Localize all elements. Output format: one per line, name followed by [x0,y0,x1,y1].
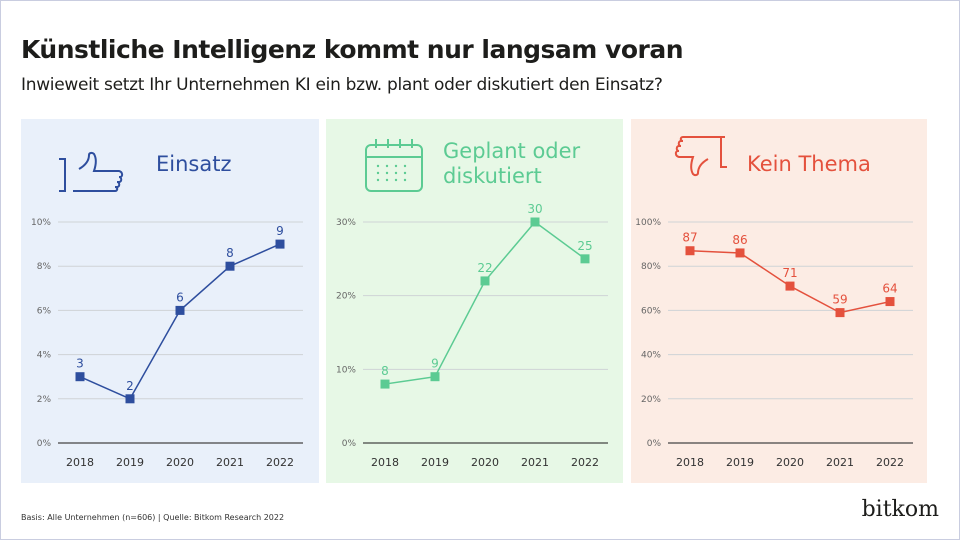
panel-kein-thema: 0% 20% 40% 60% 80% 100% 2018 2019 2020 2021 2022 87… [631,119,927,483]
panel-geplant: 0% 10% 20% 30% 2018 2019 2020 2021 2022 8 9 22 30 25 … [326,119,623,483]
x-tick-label: 2019 [726,456,754,469]
data-point [430,372,440,382]
calendar-icon [365,139,423,192]
data-point [275,239,285,249]
y-tick-label: 40% [641,351,661,361]
x-tick-label: 2022 [876,456,904,469]
series-line [384,220,586,385]
bitkom-logo: bitkom [861,497,939,522]
data-point [685,246,695,256]
x-tick-label: 2021 [521,456,549,469]
data-label: 9 [276,224,284,238]
data-label: 2 [126,379,134,393]
data-label: 25 [577,239,592,253]
data-label: 22 [477,261,492,275]
data-label: 9 [431,357,439,371]
data-label: 3 [76,357,84,371]
data-point [580,254,590,264]
data-label: 87 [682,231,697,245]
y-tick-label: 20% [336,292,356,302]
y-tick-label: 0% [37,439,52,449]
x-tick-label: 2018 [371,456,399,469]
data-point [225,261,235,271]
x-tick-label: 2021 [826,456,854,469]
x-tick-label: 2018 [66,456,94,469]
y-tick-label: 6% [37,306,52,316]
y-tick-label: 2% [37,395,52,405]
data-label: 30 [527,202,542,216]
panel-title: Einsatz [156,152,232,176]
series-line [79,243,281,400]
y-tick-label: 60% [641,306,661,316]
y-tick-label: 0% [647,439,662,449]
data-point [125,394,135,404]
chart-einsatz: 0% 2% 4% 6% 8% 10% 2018 2019 2020 2021 2022 3 2 6 8 9 [31,151,303,469]
x-tick-label: 2020 [166,456,194,469]
x-tick-label: 2022 [571,456,599,469]
x-tick-label: 2019 [116,456,144,469]
data-label: 8 [226,246,234,260]
y-tick-label: 30% [336,218,356,228]
chart-title: Künstliche Intelligenz kommt nur langsam… [21,35,684,64]
y-tick-label: 4% [37,351,52,361]
panel-title: Kein Thema [747,152,871,176]
data-point [530,217,540,227]
data-point [735,248,745,258]
data-point [75,372,85,382]
data-label: 6 [176,290,184,304]
data-point [785,281,795,291]
x-tick-label: 2020 [471,456,499,469]
panel-einsatz: 0% 2% 4% 6% 8% 10% 2018 2019 2020 2021 2022 3 2 6 8 9 E… [21,119,319,483]
data-label: 71 [782,266,797,280]
y-tick-label: 20% [641,395,661,405]
source-note: Basis: Alle Unternehmen (n=606) | Quelle… [21,513,285,522]
y-tick-label: 80% [641,262,661,272]
data-label: 64 [882,282,897,296]
data-point [885,297,895,307]
data-label: 8 [381,364,389,378]
y-tick-label: 10% [31,218,51,228]
data-point [380,379,390,389]
data-point [835,308,845,318]
y-tick-label: 0% [342,439,357,449]
x-tick-label: 2022 [266,456,294,469]
x-tick-label: 2019 [421,456,449,469]
data-point [480,276,490,286]
data-label: 86 [732,233,747,247]
x-tick-label: 2021 [216,456,244,469]
x-tick-label: 2020 [776,456,804,469]
chart-subtitle: Inwieweit setzt Ihr Unternehmen KI ein b… [21,75,663,95]
thumbs-down-icon [674,136,727,177]
chart-kein-thema: 0% 20% 40% 60% 80% 100% 2018 2019 2020 2021 2022 87… [635,136,913,469]
chart-geplant: 0% 10% 20% 30% 2018 2019 2020 2021 2022 8 9 22 30 25 [336,139,608,469]
y-tick-label: 100% [635,218,661,228]
y-tick-label: 10% [336,365,356,375]
y-tick-label: 8% [37,262,52,272]
thumbs-up-icon [59,151,124,192]
data-point [175,305,185,315]
x-tick-label: 2018 [676,456,704,469]
panel-title: Geplant oder diskutiert [443,139,581,188]
data-label: 59 [832,293,847,307]
